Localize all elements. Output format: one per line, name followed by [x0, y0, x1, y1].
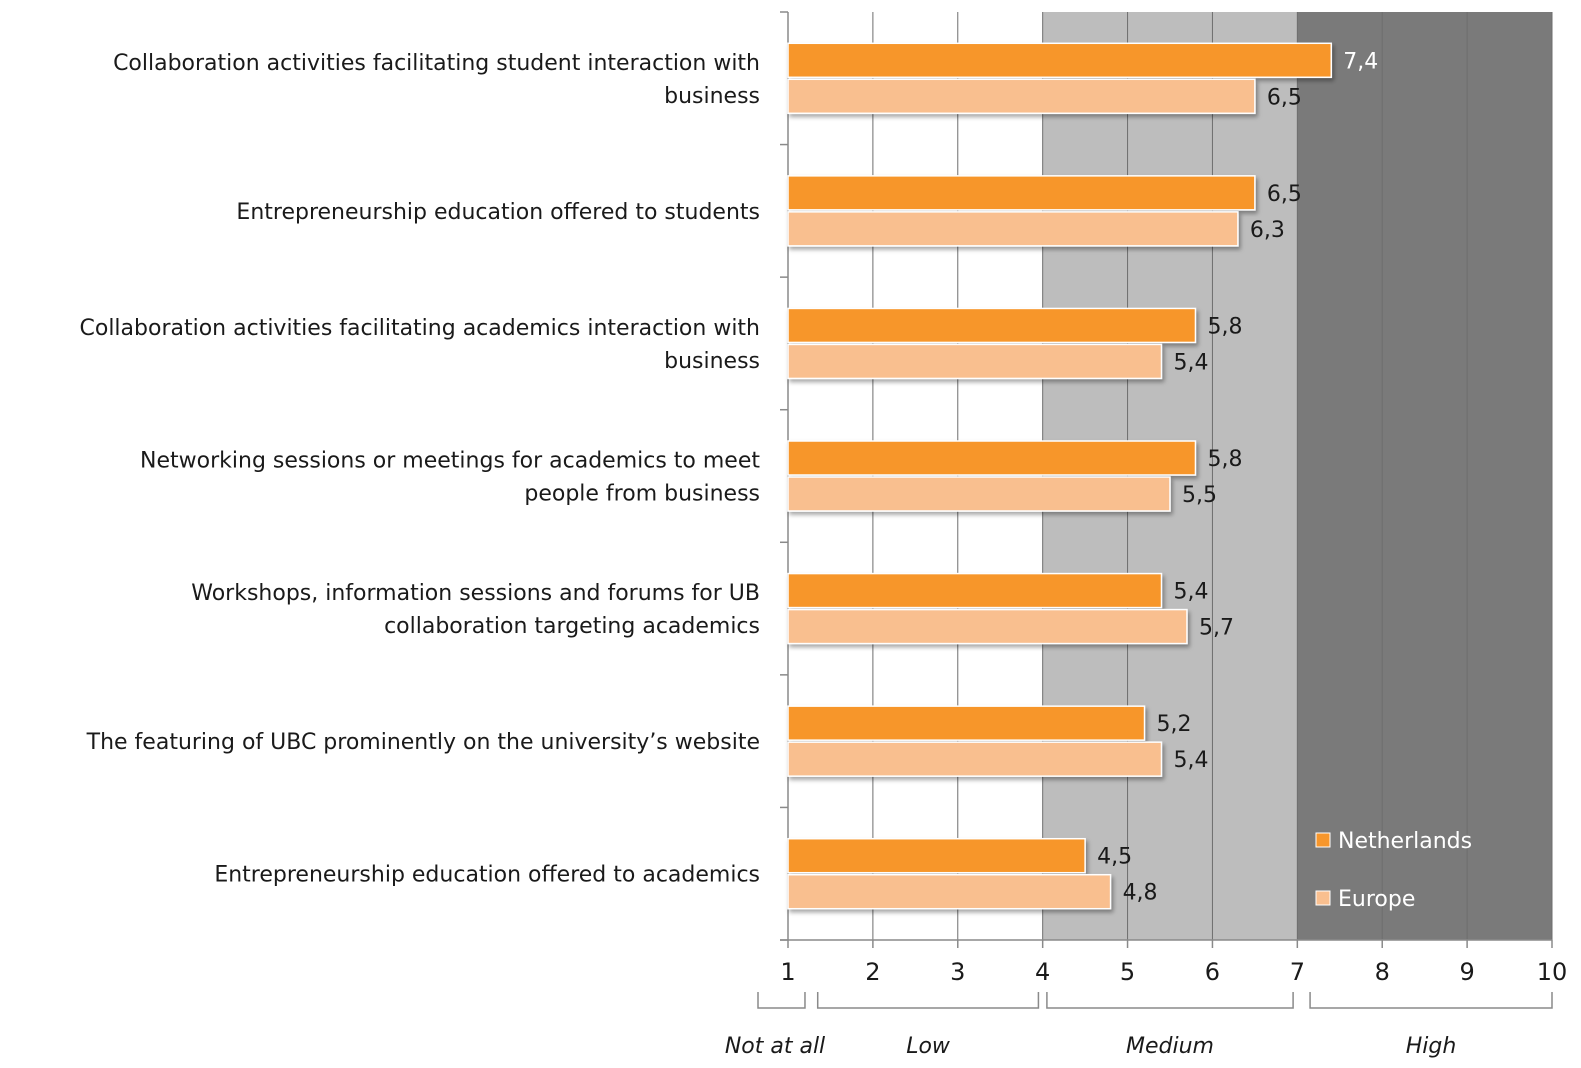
category-label: people from business	[524, 482, 760, 507]
x-tick-label: 2	[865, 958, 880, 986]
category-label: business	[664, 349, 760, 374]
x-tick-label: 6	[1205, 958, 1220, 986]
bar-europe	[787, 476, 1171, 512]
value-label-netherlands: 5,8	[1207, 447, 1242, 472]
band-bracket	[1309, 992, 1553, 1009]
band-high	[1297, 12, 1552, 940]
bar-netherlands	[787, 42, 1333, 79]
bar-europe	[787, 741, 1163, 777]
value-label-europe: 5,7	[1199, 616, 1234, 641]
band-bracket	[1046, 992, 1294, 1009]
category-label: collaboration targeting academics	[384, 614, 760, 639]
band-label: Medium	[1126, 1034, 1214, 1059]
x-tick-label: 4	[1035, 958, 1050, 986]
x-tick-label: 8	[1375, 958, 1390, 986]
bar-europe	[787, 343, 1163, 380]
value-label-netherlands: 4,5	[1097, 845, 1132, 870]
bar-europe	[787, 211, 1239, 247]
value-label-europe: 5,5	[1182, 483, 1217, 508]
band-label: Not at all	[725, 1034, 825, 1059]
legend-swatch-europe	[1315, 890, 1331, 906]
x-tick-label: 7	[1290, 958, 1305, 986]
x-tick-label: 3	[950, 958, 965, 986]
category-label: The featuring of UBC prominently on the …	[86, 730, 760, 755]
band-label: High	[1406, 1034, 1457, 1059]
x-tick-label: 5	[1120, 958, 1135, 986]
category-label: Collaboration activities facilitating st…	[113, 51, 760, 76]
value-label-europe: 6,5	[1267, 85, 1302, 110]
value-label-netherlands: 5,2	[1157, 712, 1192, 737]
band-not-at-all	[788, 12, 805, 940]
value-label-europe: 5,4	[1174, 350, 1209, 375]
bar-netherlands	[787, 837, 1086, 874]
bar-europe	[787, 78, 1256, 115]
band-bracket	[757, 992, 806, 1009]
x-tick-label: 1	[780, 958, 795, 986]
legend-swatch-netherlands	[1315, 832, 1331, 848]
band-label: Low	[906, 1034, 951, 1059]
category-label: Networking sessions or meetings for acad…	[140, 449, 760, 474]
value-label-netherlands: 5,4	[1174, 580, 1209, 605]
value-label-netherlands: 5,8	[1207, 314, 1242, 339]
band-low	[804, 12, 1043, 940]
value-label-netherlands: 7,4	[1343, 49, 1378, 74]
band-medium	[1042, 12, 1298, 940]
value-label-europe: 6,3	[1250, 218, 1285, 243]
bar-netherlands	[787, 175, 1256, 211]
bar-netherlands	[787, 440, 1197, 476]
x-tick-label: 9	[1459, 958, 1474, 986]
category-label: Workshops, information sessions and foru…	[191, 581, 760, 606]
value-label-europe: 4,8	[1123, 881, 1158, 906]
value-label-netherlands: 6,5	[1267, 182, 1302, 207]
bar-netherlands	[787, 705, 1146, 741]
value-label-europe: 5,4	[1174, 748, 1209, 773]
legend-label-europe: Europe	[1338, 887, 1415, 912]
category-label: Entrepreneurship education offered to ac…	[214, 863, 760, 888]
category-label: Collaboration activities facilitating ac…	[80, 316, 761, 341]
category-label: business	[664, 84, 760, 109]
bar-netherlands	[787, 307, 1197, 344]
category-label: Entrepreneurship education offered to st…	[236, 200, 760, 225]
bar-netherlands	[787, 572, 1163, 609]
legend: Netherlands Europe	[1315, 829, 1472, 912]
x-tick-label: 10	[1537, 958, 1568, 986]
bar-europe	[787, 608, 1188, 645]
bar-europe	[787, 873, 1112, 910]
legend-label-netherlands: Netherlands	[1338, 829, 1472, 854]
band-bracket	[816, 992, 1040, 1009]
